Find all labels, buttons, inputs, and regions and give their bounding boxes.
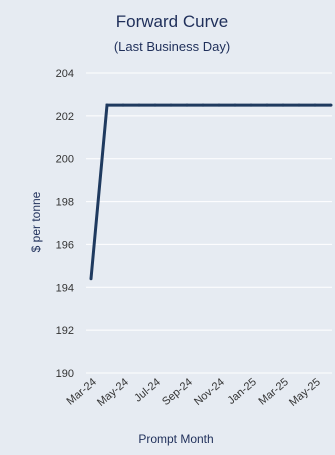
data-point: [233, 103, 237, 107]
x-tick-label: May-25: [287, 376, 323, 409]
y-tick-label: 204: [56, 68, 74, 80]
data-point: [105, 103, 109, 107]
y-tick-label: 192: [56, 325, 74, 337]
x-tick-label: Mar-25: [257, 376, 291, 408]
chart-panel: Forward Curve (Last Business Day) 190 192…: [8, 0, 335, 455]
x-tick-label: May-24: [95, 376, 131, 409]
grid-layer: [86, 72, 332, 374]
y-tick-labels: 190 192 194 196 198 200 202 204: [56, 68, 74, 380]
y-tick-label: 194: [56, 282, 74, 294]
data-point: [201, 103, 205, 107]
data-point: [329, 103, 333, 107]
y-axis-label: $ per tonne: [29, 191, 43, 252]
series-layer: [89, 103, 333, 281]
x-tick-label: Jul-24: [132, 376, 163, 404]
y-tick-label: 202: [56, 111, 74, 123]
data-point: [137, 103, 141, 107]
series-line: [89, 103, 331, 279]
data-point: [217, 103, 221, 107]
data-point: [297, 103, 301, 107]
forward-curve-chart: Forward Curve (Last Business Day) 190 192…: [29, 12, 333, 446]
data-point: [121, 103, 125, 107]
x-tick-label: Sep-24: [160, 376, 195, 408]
y-tick-label: 198: [56, 197, 74, 209]
data-point: [265, 103, 269, 107]
x-tick-label: Jan-25: [225, 376, 258, 407]
y-tick-label: 190: [56, 368, 74, 380]
data-point: [281, 103, 285, 107]
data-point: [313, 103, 317, 107]
x-axis-label: Prompt Month: [138, 432, 213, 446]
data-point: [249, 103, 253, 107]
data-point: [169, 103, 173, 107]
data-point: [153, 103, 157, 107]
x-tick-label: Mar-24: [65, 376, 99, 408]
chart-title: Forward Curve: [116, 12, 228, 31]
chart-subtitle: (Last Business Day): [114, 39, 230, 54]
y-tick-label: 200: [56, 154, 74, 166]
data-point: [89, 277, 93, 281]
y-tick-label: 196: [56, 239, 74, 251]
data-point: [185, 103, 189, 107]
x-tick-label: Nov-24: [192, 376, 227, 408]
